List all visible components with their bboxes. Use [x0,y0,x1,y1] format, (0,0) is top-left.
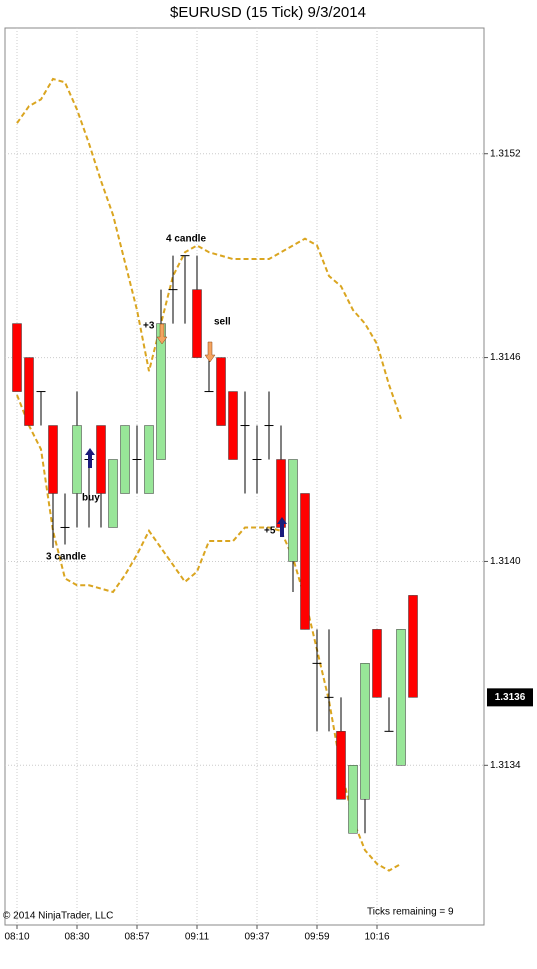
copyright: © 2014 NinjaTrader, LLC [3,911,113,922]
candle-body [12,323,22,392]
annotation: sell [214,317,231,328]
candle-body [372,629,382,698]
candle-body [276,459,286,528]
x-tick-label: 09:11 [185,932,210,943]
candle-body [72,425,82,494]
lower-band [16,394,402,872]
y-tick-label: 1.3134 [490,760,521,771]
candle-body [108,459,118,528]
y-tick-label: 1.3140 [490,556,521,567]
candle-body [156,323,166,460]
status-text: Ticks remaining = 9 [367,907,454,918]
annotation: 4 candle [166,234,206,245]
candle-body [396,629,406,766]
x-tick-label: 08:10 [4,932,29,943]
x-tick-label: 10:16 [364,932,389,943]
plot-frame [4,27,485,926]
bands [16,77,402,872]
labels: 1.3134 1.3140 1.3146 1.3152 08:10 08:30 08:57 0… [4,148,533,943]
y-tick-label: 1.3152 [490,148,521,159]
buy-arrow [85,448,95,468]
candle-body [408,595,418,698]
candle-body [360,663,370,800]
annotation: +3 [143,321,155,332]
candle-body [192,289,202,358]
x-tick-label: 09:37 [244,932,269,943]
candle-body [24,357,34,426]
candle-body [228,391,238,460]
last-price-label: 1.3136 [495,692,526,703]
candles [12,255,418,834]
sell-arrow [204,341,216,363]
buy-arrow [277,517,287,537]
upper-band [16,77,402,420]
last-price-box [487,688,533,707]
annotation: 3 candle [46,552,86,563]
y-tick-label: 1.3146 [490,352,521,363]
sell-arrow [156,323,168,345]
annotation: buy [82,493,100,504]
chart-title: $EURUSD (15 Tick) 9/3/2014 [170,4,366,21]
candle-body [288,459,298,562]
x-tick-label: 09:59 [304,932,329,943]
x-tick-label: 08:57 [124,932,149,943]
candle-body [348,765,358,834]
candle-body [120,425,130,494]
candle-body [216,357,226,426]
candle-body [144,425,154,494]
candle-body [96,425,106,494]
candle-body [48,425,58,494]
candle-body [300,493,310,630]
annotation: +5 [264,526,276,537]
x-tick-label: 08:30 [64,932,89,943]
candle-body [336,731,346,800]
